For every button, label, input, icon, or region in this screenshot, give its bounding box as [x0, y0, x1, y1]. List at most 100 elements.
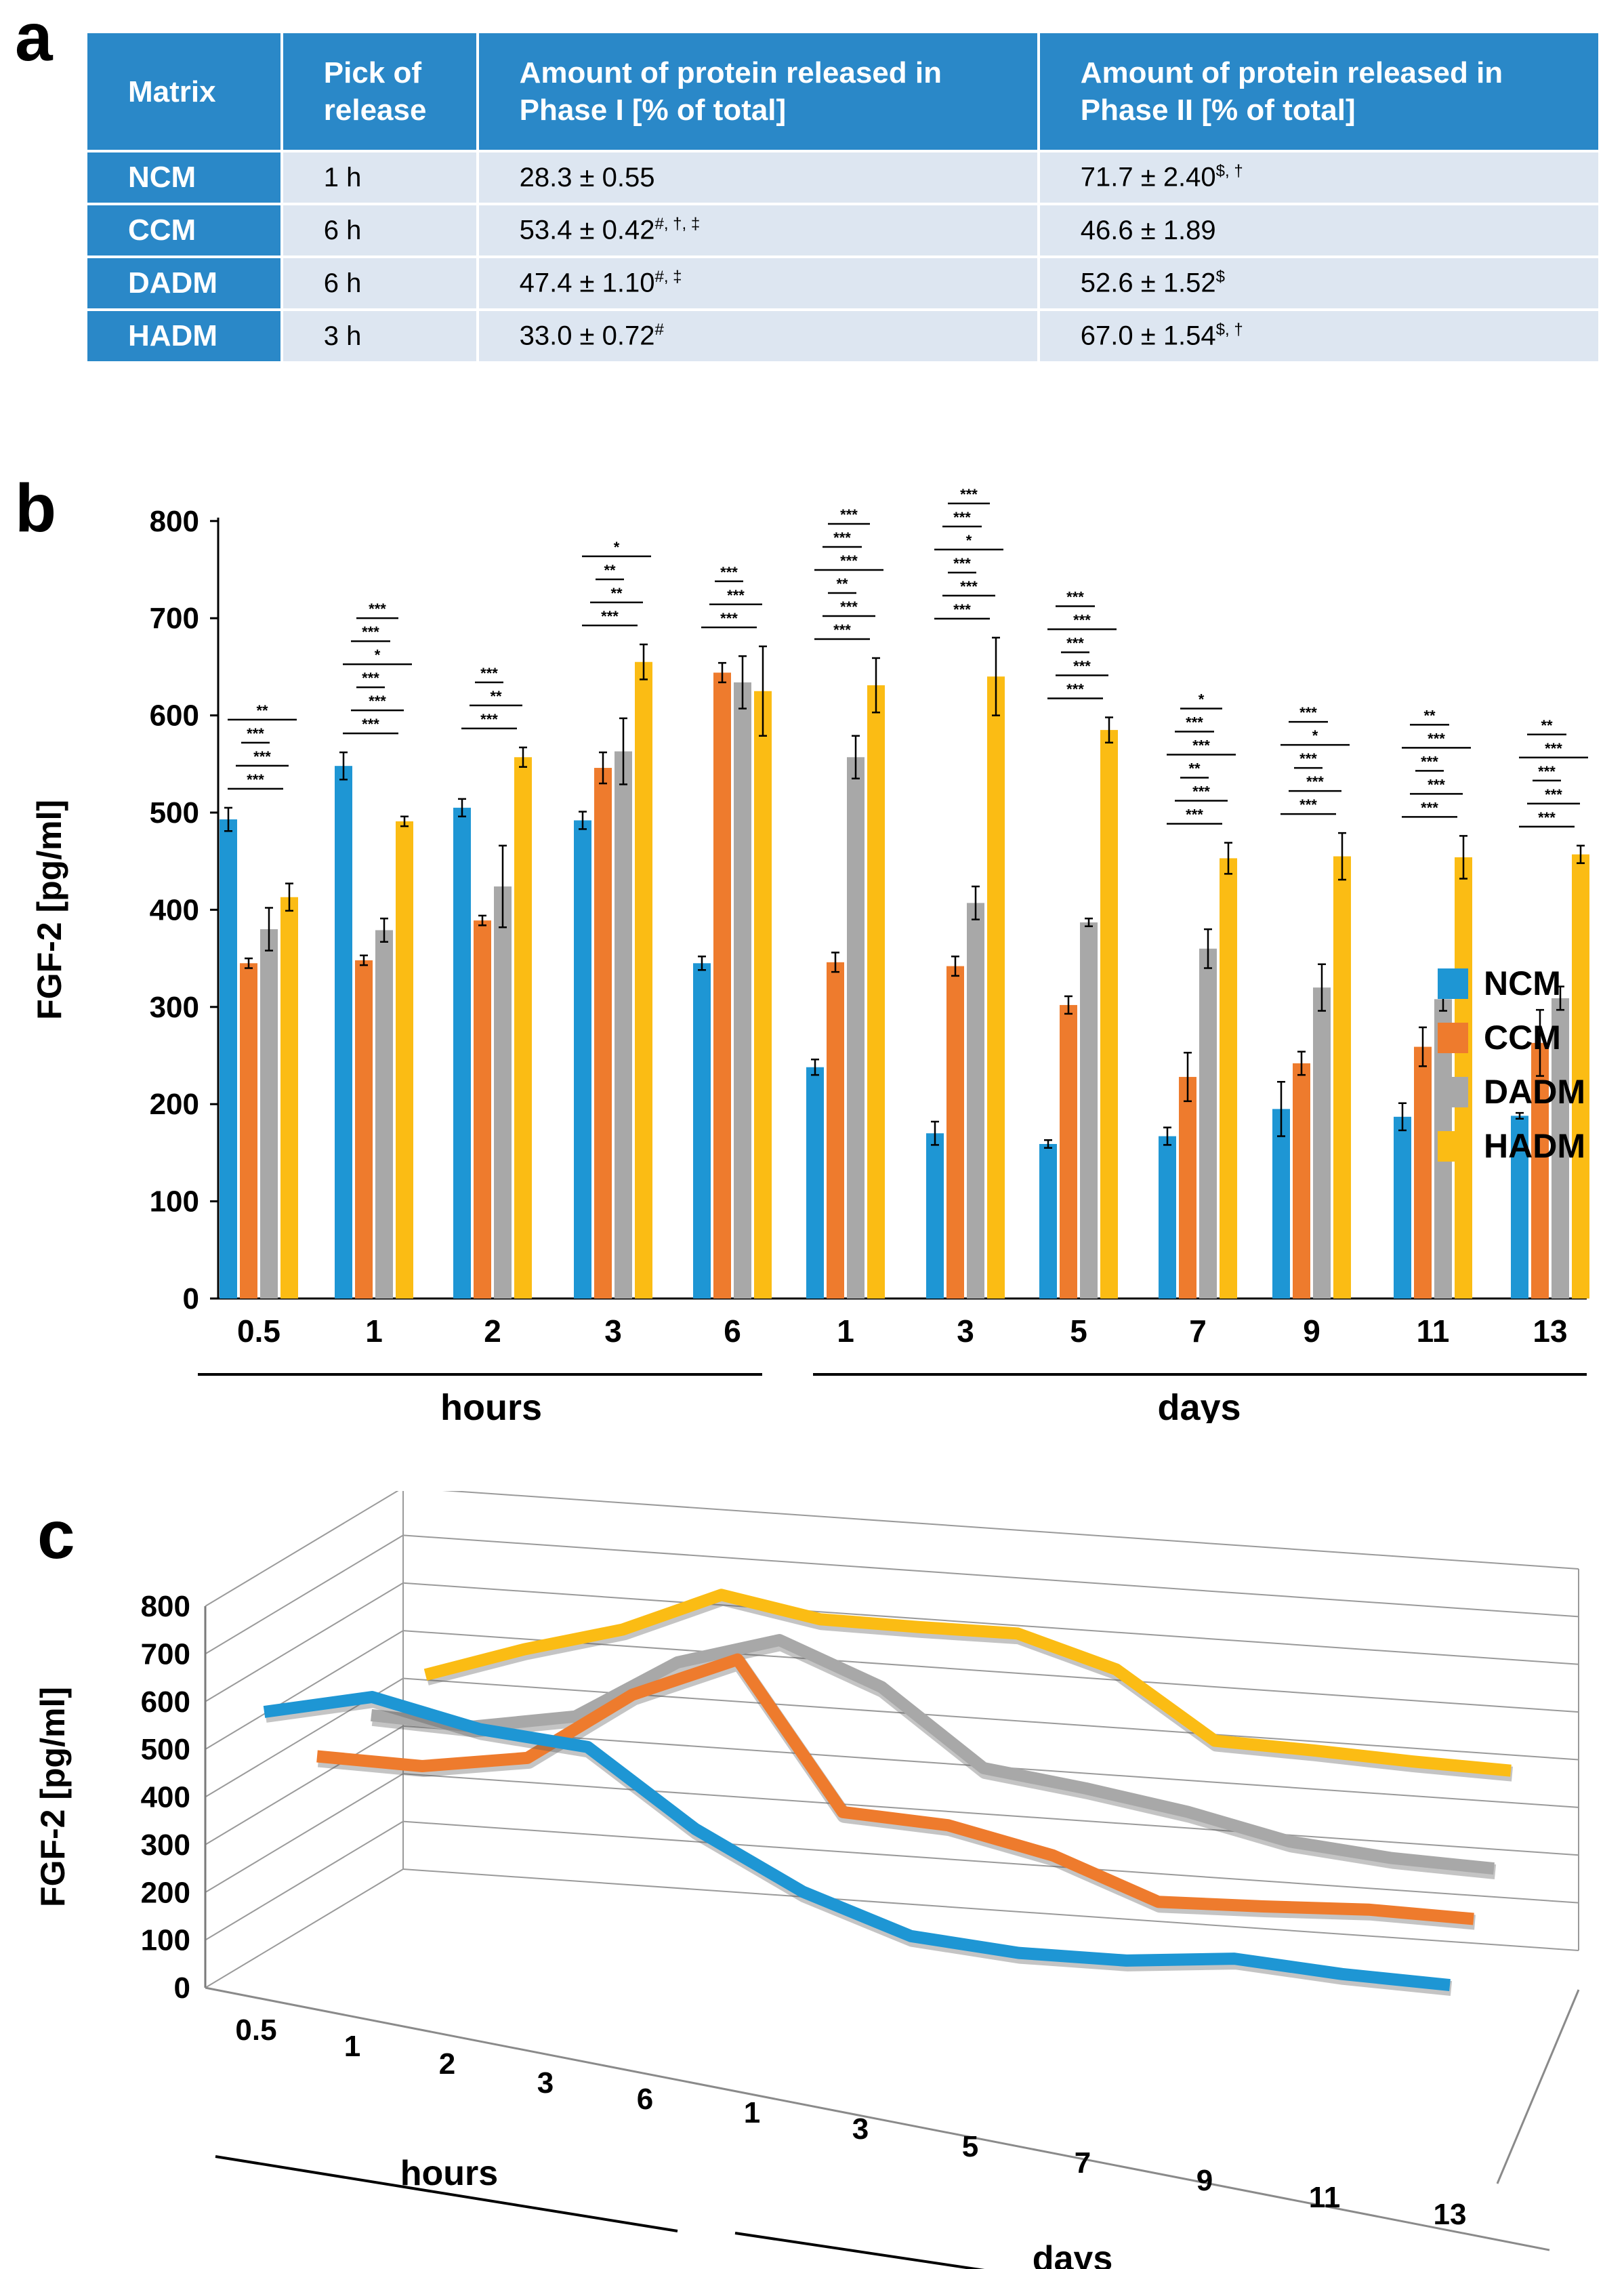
- cell-pick-value: 1 h: [323, 162, 362, 192]
- x-tick-label: 6: [724, 1313, 741, 1349]
- significance-label: ***: [960, 578, 978, 595]
- significance-label: **: [1541, 717, 1553, 734]
- header-pick-of-release: Pick of release: [283, 33, 476, 150]
- group-label-hours: hours: [440, 1387, 542, 1423]
- cell-phase1-value: 47.4 ± 1.10: [519, 268, 655, 298]
- error-bar-dadm: [619, 717, 627, 785]
- gridline-depth: [205, 1868, 404, 1988]
- error-bar-ncm: [1044, 1139, 1052, 1149]
- x-tick-label: 3: [604, 1313, 622, 1349]
- significance-label: **: [490, 688, 502, 705]
- y-tick-label: 600: [150, 699, 199, 733]
- x-tick-label: 1: [365, 1313, 383, 1349]
- error-bar-ncm: [811, 1058, 819, 1076]
- table-row: CCM 6 h 53.4 ± 0.42#, †, ‡ 46.6 ± 1.89: [87, 205, 1598, 255]
- significance-label: *: [1199, 691, 1205, 708]
- bar-ccm: [713, 672, 731, 1299]
- x-tick-label: 13: [1533, 1313, 1567, 1349]
- x-tick-label: 3: [537, 2066, 554, 2100]
- table-header-row: Matrix Pick of release Amount of protein…: [87, 33, 1598, 150]
- group-label-days: days: [1033, 2239, 1113, 2269]
- legend-label-ncm: NCM: [1484, 964, 1561, 1002]
- error-bar-dadm: [1204, 928, 1212, 969]
- y-tick-label: 200: [141, 1876, 190, 1909]
- legend-swatch-ncm: [1438, 968, 1468, 999]
- error-bar-dadm: [1318, 963, 1326, 1012]
- error-bar-dadm: [499, 844, 507, 928]
- significance-label: ***: [1545, 786, 1562, 803]
- cell-phase1-value: 33.0 ± 0.72: [519, 321, 655, 351]
- bar-ccm: [355, 960, 373, 1299]
- x-tick-label: 1: [744, 2096, 760, 2129]
- error-bar-dadm: [852, 735, 860, 780]
- x-tick-label: 5: [1070, 1313, 1087, 1349]
- significance-label: ***: [369, 600, 386, 617]
- error-bar-dadm: [1556, 985, 1564, 1011]
- error-bar-ccm: [1419, 1026, 1427, 1067]
- cell-phase1-value: 53.4 ± 0.42: [519, 215, 655, 245]
- error-bar-hadm: [1459, 835, 1467, 880]
- cell-phase1: 33.0 ± 0.72#: [478, 311, 1037, 361]
- gridline-depth: [205, 1630, 404, 1750]
- bar-hadm: [396, 821, 413, 1299]
- y-tick-label: 700: [150, 602, 199, 635]
- cell-matrix: HADM: [87, 311, 280, 361]
- y-tick-label: 0: [183, 1282, 199, 1315]
- significance-label: ***: [727, 587, 745, 604]
- bar-hadm: [867, 685, 885, 1299]
- bar-hadm: [987, 676, 1005, 1299]
- bar-ncm: [574, 820, 591, 1299]
- x-tick-label: 11: [1309, 2181, 1341, 2214]
- error-bar-ncm: [1516, 1111, 1524, 1120]
- significance-label: ***: [1066, 634, 1084, 651]
- cell-pick: 6 h: [283, 205, 476, 255]
- bar-ccm: [1531, 1042, 1549, 1299]
- bar-dadm: [734, 682, 751, 1299]
- bar-hadm: [1333, 856, 1351, 1299]
- bar-dadm: [375, 930, 393, 1299]
- error-bar-hadm: [400, 815, 409, 827]
- cell-phase2-value: 46.6 ± 1.89: [1080, 215, 1216, 245]
- table-row: NCM 1 h 28.3 ± 0.55 71.7 ± 2.40$, †: [87, 152, 1598, 203]
- cell-pick-value: 6 h: [323, 268, 362, 298]
- gridline: [402, 1677, 1579, 1761]
- legend-label-ccm: CCM: [1484, 1019, 1561, 1057]
- cell-phase2: 71.7 ± 2.40$, †: [1039, 152, 1598, 203]
- error-bar-ncm: [1277, 1080, 1285, 1137]
- cell-matrix-value: NCM: [128, 161, 196, 194]
- significance-label: ***: [247, 771, 264, 788]
- ribbon-dadm: [371, 1634, 1495, 1875]
- bar-ccm: [594, 768, 612, 1299]
- significance-label: ***: [1186, 806, 1203, 823]
- legend-swatch-dadm: [1438, 1077, 1468, 1107]
- x-tick-label: 11: [1417, 1313, 1450, 1349]
- bar-ccm: [1414, 1046, 1432, 1299]
- error-bar-hadm: [1224, 842, 1232, 875]
- significance-label: *: [966, 532, 972, 549]
- bar-hadm: [635, 661, 652, 1299]
- error-bar-ccm: [1184, 1051, 1192, 1103]
- gridline-depth: [205, 1773, 404, 1894]
- significance-label: ***: [1073, 611, 1091, 628]
- y-tick-label: 800: [150, 505, 199, 538]
- bar-ncm: [806, 1067, 824, 1299]
- error-bar-hadm: [519, 746, 527, 768]
- ribbon-hadm: [423, 1589, 1512, 1777]
- significance-label: ***: [1066, 588, 1084, 605]
- significance-label: ***: [1545, 740, 1562, 757]
- bar-hadm: [754, 691, 772, 1299]
- significance-label: ***: [247, 725, 264, 742]
- error-bar-ncm: [1163, 1126, 1171, 1146]
- bar-ccm: [1060, 1004, 1077, 1299]
- legend-swatch-ccm: [1438, 1023, 1468, 1053]
- y-tick-label: 300: [150, 991, 199, 1024]
- y-axis-title: FGF-2 [pg/ml]: [30, 800, 68, 1020]
- significance-label: ***: [1073, 657, 1091, 674]
- error-bar-ncm: [698, 955, 706, 971]
- cell-phase2-value: 71.7 ± 2.40: [1080, 162, 1216, 192]
- gridline-depth: [205, 1534, 404, 1655]
- significance-label: **: [1188, 760, 1201, 777]
- y-tick-label: 100: [150, 1185, 199, 1219]
- error-bar-hadm: [285, 882, 293, 912]
- gridline: [402, 1868, 1579, 1951]
